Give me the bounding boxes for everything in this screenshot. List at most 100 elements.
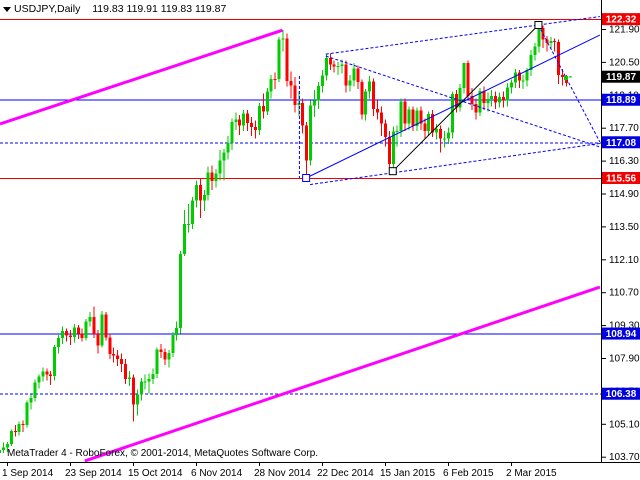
price-level-label: 122.32 xyxy=(602,13,640,26)
candle-body-bull xyxy=(222,152,226,161)
candle xyxy=(265,87,269,115)
time-axis-panel[interactable] xyxy=(0,463,640,480)
candle xyxy=(454,90,458,113)
price-level-label: 115.56 xyxy=(602,171,640,184)
base-dashed[interactable] xyxy=(309,142,600,186)
candle xyxy=(17,421,21,436)
candle xyxy=(277,37,281,82)
candle-body-bear xyxy=(246,113,250,123)
candle xyxy=(431,110,435,138)
candle xyxy=(202,189,206,212)
candle xyxy=(328,53,332,71)
price-tick-label: 105.10 xyxy=(609,419,640,430)
candle xyxy=(360,79,364,120)
candle-body-bull xyxy=(25,402,29,425)
candle xyxy=(230,118,234,151)
candle-body-bull xyxy=(53,346,57,377)
candle xyxy=(439,125,442,153)
candle xyxy=(143,374,147,390)
wedge-upper-dashed[interactable] xyxy=(325,16,600,55)
candle-body-bull xyxy=(458,87,462,108)
candle xyxy=(281,30,285,52)
candle-body-bull xyxy=(175,327,179,336)
candle-body-bear xyxy=(273,78,277,80)
candle xyxy=(553,38,557,52)
candle xyxy=(509,79,513,94)
channel-upper-line[interactable] xyxy=(0,28,283,126)
candle xyxy=(462,62,466,94)
candle-body-bull xyxy=(336,66,340,68)
candle-body-bull xyxy=(147,379,151,382)
candle xyxy=(474,98,478,120)
price-level-label-box xyxy=(602,136,640,149)
candle-body-bull xyxy=(29,398,33,403)
candle-body-bear xyxy=(411,109,415,127)
candle-body-bull xyxy=(179,254,183,328)
candle xyxy=(545,36,549,52)
candle xyxy=(21,420,25,433)
handle-box-blue[interactable] xyxy=(302,173,311,182)
candle-body-bull xyxy=(135,394,139,405)
candle-body-bull xyxy=(33,382,37,399)
candle-body-bear xyxy=(64,331,68,336)
symbol-dropdown-icon[interactable] xyxy=(3,7,11,12)
time-axis[interactable]: 1 Sep 2014 23 Sep 2014 15 Oct 2014 6 Nov 20… xyxy=(2,463,557,479)
candle xyxy=(1,442,5,454)
copyright-text: MetaTrader 4 - RoboForex, © 2001-2014, M… xyxy=(7,448,319,459)
candle xyxy=(72,323,76,343)
candle xyxy=(163,348,167,366)
candle-body-bull xyxy=(427,114,431,132)
candle-body-bull xyxy=(242,113,246,126)
candle-body-bull xyxy=(194,185,198,201)
price-tick-label: 113.50 xyxy=(609,222,639,233)
candle xyxy=(442,131,446,148)
candle-body-bull xyxy=(139,381,143,395)
candle-body-bull xyxy=(206,172,210,196)
rising-support-line[interactable] xyxy=(305,34,601,179)
candle xyxy=(521,74,525,89)
candle xyxy=(53,345,57,381)
candle-body-bull xyxy=(348,80,352,86)
candle-body-bull xyxy=(450,94,454,133)
candle xyxy=(147,373,151,394)
candle-body-bear xyxy=(68,335,72,337)
channel-lower-line[interactable] xyxy=(84,285,601,463)
candle-body-bull xyxy=(1,447,5,450)
price-level-label-box xyxy=(602,327,640,340)
candle-body-bull xyxy=(0,449,1,454)
candle-body-bear xyxy=(561,74,565,78)
candle xyxy=(458,84,462,112)
candle-body-bull xyxy=(155,349,159,375)
candle xyxy=(320,70,324,93)
price-level-label-box xyxy=(602,13,640,26)
candle-body-bull xyxy=(391,131,395,164)
candle-body-bear xyxy=(431,114,435,133)
candle-body-bear xyxy=(482,91,486,104)
candle-body-bear xyxy=(112,354,116,356)
candle xyxy=(131,374,135,422)
candle xyxy=(348,74,352,92)
candle xyxy=(194,180,198,208)
price-axis[interactable]: 121.90120.50119.10117.70116.30114.90113.… xyxy=(602,13,640,463)
zigzag-line[interactable] xyxy=(392,24,539,172)
projection-dashed[interactable] xyxy=(537,24,601,143)
candle-body-bear xyxy=(289,81,293,86)
candle xyxy=(356,65,360,89)
candle xyxy=(29,394,33,410)
candle-body-bear xyxy=(419,110,423,124)
candle xyxy=(88,312,92,327)
handle-box-black[interactable] xyxy=(388,167,397,176)
wedge-lower-dashed[interactable] xyxy=(325,55,601,148)
green-dot-marker[interactable] xyxy=(564,76,568,81)
candle-body-bear xyxy=(376,108,379,113)
candle xyxy=(92,306,96,339)
candle-body-bull xyxy=(529,54,533,71)
candle xyxy=(502,91,505,108)
candle-body-bull xyxy=(320,75,324,86)
candle xyxy=(214,168,218,188)
candle-body-bear xyxy=(124,364,127,379)
candle-body-bear xyxy=(360,82,364,115)
handle-box-black[interactable] xyxy=(534,21,543,30)
